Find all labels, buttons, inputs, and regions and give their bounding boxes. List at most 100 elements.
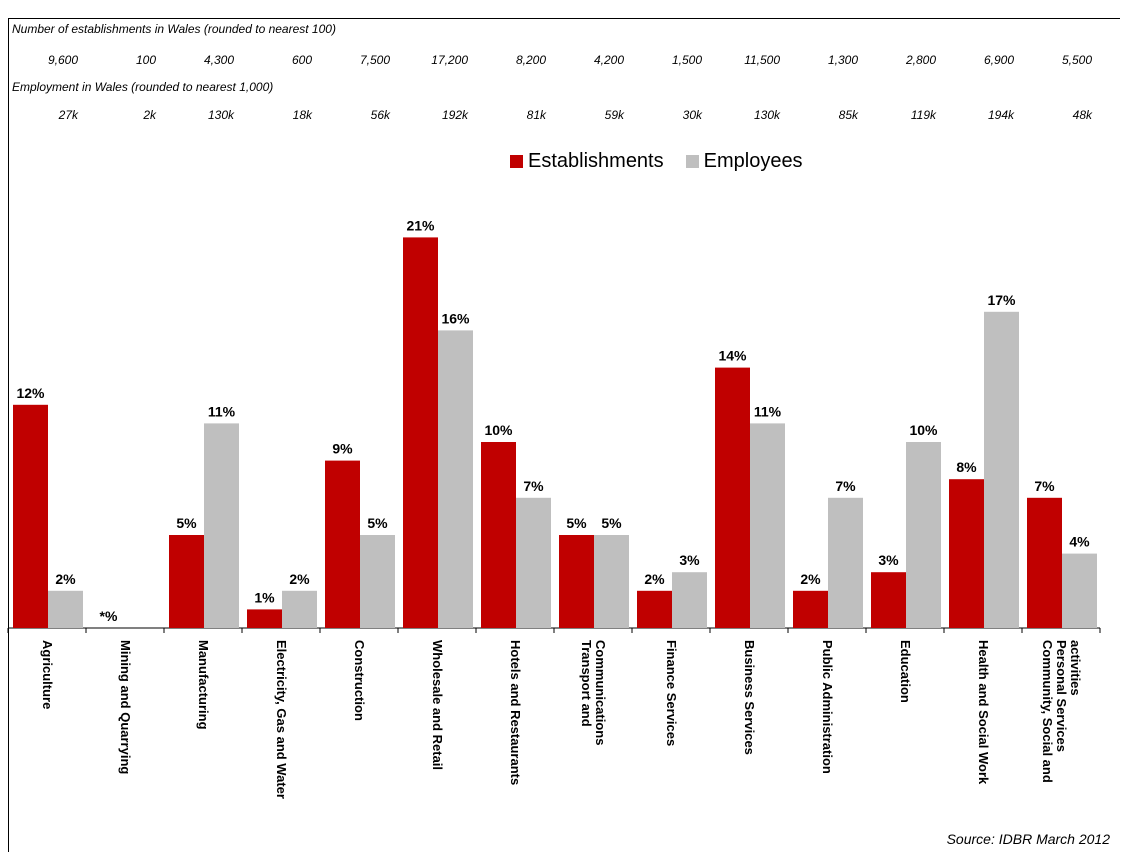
establishments-data-label: 7% [1034, 478, 1055, 494]
employment-value: 130k [753, 108, 780, 122]
category-label-line: Finance Services [664, 640, 679, 746]
category-label: Mining and Quarrying [118, 640, 133, 774]
category-label: Business Services [742, 640, 757, 755]
category-label-line: Health and Social Work [976, 640, 991, 785]
category-label: Wholesale and Retail [430, 640, 445, 770]
establishments-value: 600 [291, 53, 312, 67]
category-label: Finance Services [664, 640, 679, 746]
legend-item-employees: Employees [685, 150, 803, 173]
employment-value: 119k [910, 108, 936, 122]
employees-data-label: 7% [835, 478, 856, 494]
employment-value: 27k [58, 108, 78, 122]
category-label-line: Agriculture [40, 640, 55, 709]
establishments-data-label: *% [100, 608, 118, 624]
establishments-data-label: 21% [406, 217, 435, 233]
employees-bar [282, 590, 317, 628]
employment-value: 85k [838, 108, 858, 122]
establishments-bar [481, 442, 516, 628]
establishments-bar [637, 590, 672, 628]
employment-value: 18k [292, 108, 312, 122]
employees-data-label: 3% [679, 552, 700, 568]
establishments-value: 8,200 [515, 53, 546, 67]
establishments-value: 5,500 [1061, 53, 1092, 67]
category-label-line: Hotels and Restaurants [508, 640, 523, 785]
category-label-line: activities [1068, 640, 1083, 696]
employees-data-label: 7% [523, 478, 544, 494]
category-label: Electricity, Gas and Water [274, 640, 289, 799]
establishments-value: 9,600 [47, 53, 78, 67]
category-label-line: Transport and [579, 640, 594, 727]
category-label-line: Wholesale and Retail [430, 640, 445, 770]
legend-label-employees: Employees [703, 150, 803, 172]
establishments-value: 17,200 [431, 53, 468, 67]
establishments-data-label: 12% [16, 385, 45, 401]
category-label: Health and Social Work [976, 640, 991, 785]
employment-value: 194k [987, 108, 1014, 122]
establishments-bar [1027, 497, 1062, 628]
employment-header-title: Employment in Wales (rounded to nearest … [12, 80, 274, 94]
employees-bar [204, 423, 239, 628]
establishments-data-label: 1% [254, 589, 275, 605]
establishments-data-label: 10% [484, 422, 513, 438]
establishments-bar [403, 237, 438, 628]
establishments-data-label: 5% [566, 515, 587, 531]
employees-bar [672, 572, 707, 628]
employees-data-label: 2% [289, 571, 310, 587]
establishments-header-title: Number of establishments in Wales (round… [12, 22, 336, 36]
establishments-bar [793, 590, 828, 628]
category-label-line: Business Services [742, 640, 757, 755]
employees-data-label: 5% [601, 515, 622, 531]
establishments-value: 4,200 [593, 53, 624, 67]
establishments-data-label: 5% [176, 515, 197, 531]
chart-frame [8, 18, 1120, 852]
employees-bar [48, 590, 83, 628]
employment-value: 130k [207, 108, 234, 122]
employees-bar [828, 497, 863, 628]
establishments-value: 100 [135, 53, 156, 67]
category-label: Public Administration [820, 640, 835, 774]
establishments-bar [715, 367, 750, 628]
establishments-data-label: 8% [956, 459, 977, 475]
establishments-value: 11,500 [744, 53, 780, 67]
category-label-line: Mining and Quarrying [118, 640, 133, 774]
legend-swatch-establishments [510, 155, 523, 168]
employees-data-label: 4% [1069, 534, 1090, 550]
category-label: Agriculture [40, 640, 55, 709]
category-label-line: Community, Social and [1040, 640, 1055, 783]
category-label-line: Education [898, 640, 913, 703]
category-label-line: Personal Services [1054, 640, 1069, 752]
chart-legend: Establishments Employees [510, 150, 825, 173]
employment-value: 56k [370, 108, 390, 122]
establishments-bar [247, 609, 282, 628]
category-label: Transport andCommunications [579, 640, 608, 745]
legend-swatch-employees [685, 155, 699, 168]
establishments-data-label: 2% [644, 571, 665, 587]
employees-bar [984, 311, 1019, 628]
establishments-bar [871, 572, 906, 628]
category-label-line: Communications [593, 640, 608, 745]
employees-data-label: 5% [367, 515, 388, 531]
employees-data-label: 10% [909, 422, 938, 438]
employees-data-label: 16% [441, 310, 470, 326]
establishments-data-label: 2% [800, 571, 821, 587]
establishments-value: 7,500 [359, 53, 390, 67]
establishments-value: 6,900 [983, 53, 1014, 67]
establishments-data-label: 14% [718, 348, 747, 364]
employment-value: 59k [604, 108, 624, 122]
legend-label-establishments: Establishments [528, 150, 664, 172]
employment-value: 192k [441, 108, 468, 122]
employees-data-label: 2% [55, 571, 76, 587]
establishments-bar [169, 535, 204, 628]
establishments-value: 1,300 [827, 53, 858, 67]
category-label: Construction [352, 640, 367, 721]
employees-bar [750, 423, 785, 628]
employees-bar [594, 535, 629, 628]
establishments-value: 1,500 [671, 53, 702, 67]
employees-bar [1062, 553, 1097, 628]
category-label-line: Electricity, Gas and Water [274, 640, 289, 799]
employment-value: 48k [1072, 108, 1092, 122]
source-note: Source: IDBR March 2012 [946, 831, 1110, 847]
employees-bar [906, 442, 941, 628]
establishments-bar [325, 460, 360, 628]
